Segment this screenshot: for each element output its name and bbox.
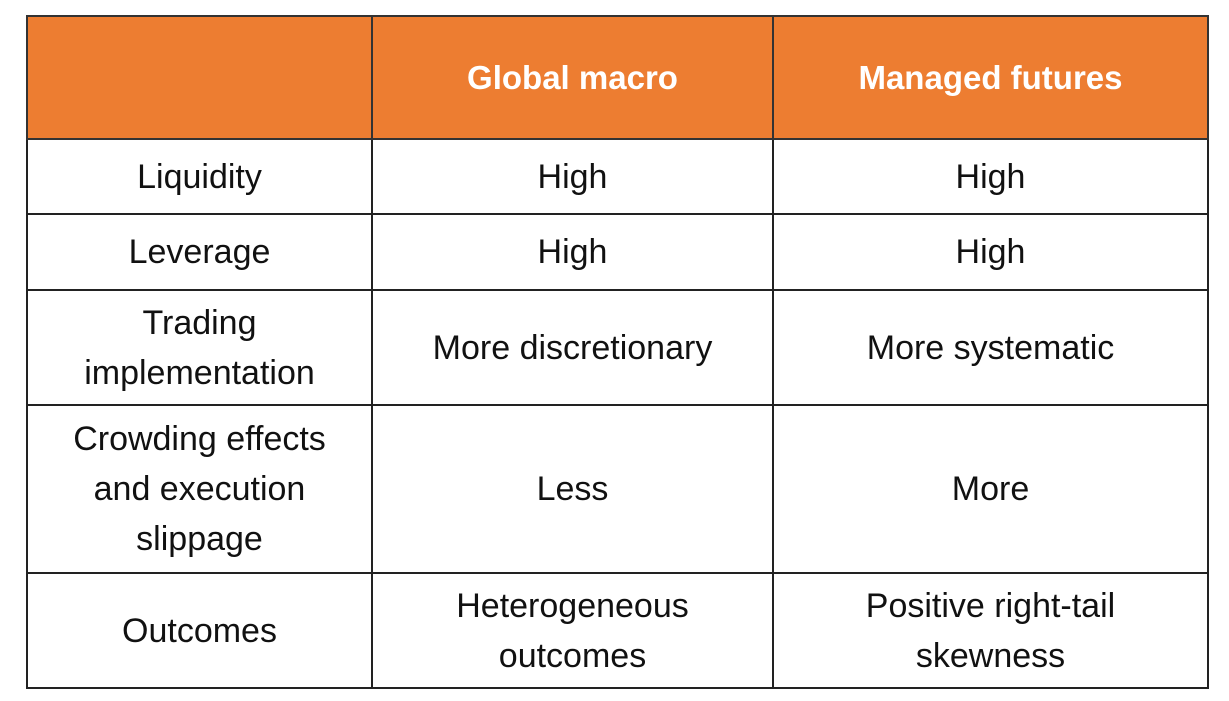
row-label: Leverage (26, 213, 373, 291)
header-cell: Managed futures (772, 15, 1209, 140)
table-cell: Positive right-tail skewness (772, 572, 1209, 689)
table-cell: High (772, 213, 1209, 291)
table-row: Crowding effects and execution slippage L… (26, 404, 1209, 574)
header-blank (26, 15, 373, 140)
table-row: Leverage High High (26, 213, 1209, 291)
row-label: Outcomes (26, 572, 373, 689)
table-row: Trading implementation More discretionary… (26, 289, 1209, 406)
header-cell: Global macro (371, 15, 774, 140)
table-row: Liquidity High High (26, 138, 1209, 215)
table-cell: High (371, 213, 774, 291)
table-cell: More systematic (772, 289, 1209, 406)
table-cell: Heterogeneous outcomes (371, 572, 774, 689)
comparison-table: Global macro Managed futures Liquidity Hi… (26, 15, 1209, 689)
row-label: Liquidity (26, 138, 373, 215)
row-label: Crowding effects and execution slippage (26, 404, 373, 574)
table-cell: More (772, 404, 1209, 574)
table-cell: High (772, 138, 1209, 215)
table-cell: Less (371, 404, 774, 574)
row-label: Trading implementation (26, 289, 373, 406)
table-row: Outcomes Heterogeneous outcomes Positive r… (26, 572, 1209, 689)
header-row: Global macro Managed futures (26, 15, 1209, 140)
table-cell: More discretionary (371, 289, 774, 406)
table-cell: High (371, 138, 774, 215)
